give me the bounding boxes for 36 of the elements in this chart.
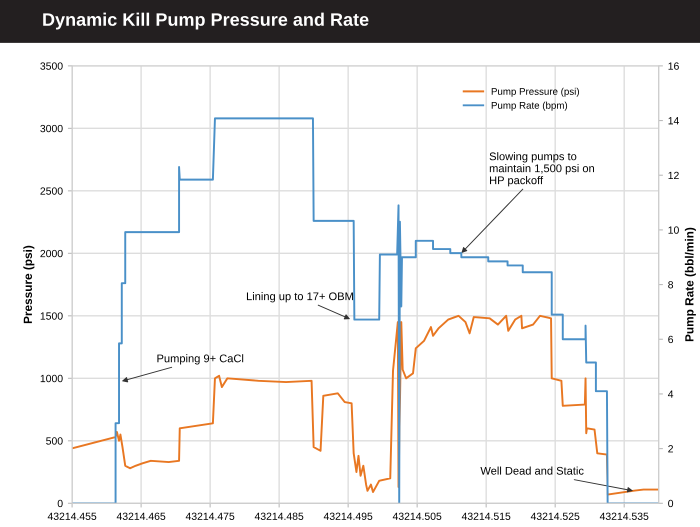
x-tick-label: 43214.465: [116, 512, 166, 520]
y2-tick-label: 12: [668, 172, 679, 179]
annotation: Pumping 9+ CaCl: [157, 354, 244, 365]
y-tick-label: 2500: [40, 187, 63, 195]
legend-label: Pump Rate (bpm): [492, 102, 568, 111]
y2-axis-title: Pump Rate (bbl/min): [684, 228, 696, 342]
y2-tick-label: 4: [668, 390, 674, 398]
y-tick-label: 3500: [40, 62, 63, 70]
y2-tick-label: 14: [668, 117, 680, 124]
annotation: Well Dead and Static: [480, 466, 584, 475]
annotation: Slowing pumps to maintain 1,500 psi on HP packoff: [490, 152, 594, 186]
y-tick-label: 500: [46, 437, 63, 445]
y-tick-label: 1500: [40, 312, 63, 320]
line-series: [72, 314, 659, 496]
y2-tick-label: 2: [668, 445, 673, 452]
y-tick-label: 1000: [40, 374, 63, 382]
x-tick-label: 43214.455: [48, 512, 96, 520]
y2-tick-label: 0: [668, 500, 674, 508]
y2-tick-label: 8: [668, 281, 674, 288]
legend-label: Pump Pressure (psi): [492, 88, 579, 97]
x-tick-label: 43214.495: [324, 512, 372, 520]
y-tick-label: 0: [58, 500, 63, 508]
x-tick-label: 43214.525: [530, 512, 580, 520]
y2-tick-label: 10: [668, 226, 679, 234]
y2-tick-label: 6: [668, 336, 674, 344]
y-tick-label: 2000: [40, 250, 63, 258]
x-tick-label: 43214.515: [462, 512, 510, 520]
annotation: Lining up to 17+ OBM: [246, 292, 353, 302]
chart-title: Dynamic Kill Pump Pressure and Rate: [43, 12, 368, 30]
y2-tick-label: 16: [668, 62, 679, 70]
x-tick-label: 43214.505: [392, 512, 442, 520]
x-tick-label: 43214.475: [186, 512, 234, 520]
y-axis-title: Pressure (psi): [23, 246, 34, 324]
x-tick-label: 43214.535: [600, 512, 648, 520]
y-tick-label: 3000: [40, 124, 63, 132]
x-tick-label: 43214.485: [254, 512, 304, 520]
